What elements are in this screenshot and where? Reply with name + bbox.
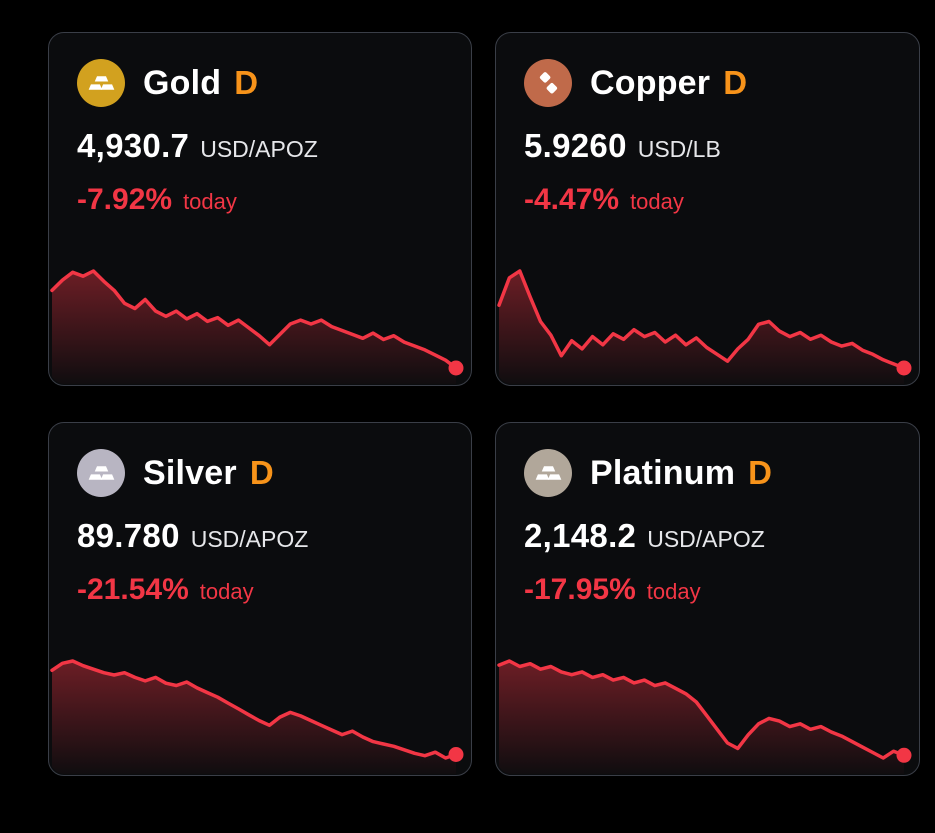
change-row: -4.47% today (496, 183, 919, 217)
timeframe-label: D (234, 64, 259, 101)
change-period: today (646, 579, 701, 604)
change-row: -17.95% today (496, 573, 919, 607)
card-header: Copper D (496, 33, 919, 107)
commodity-name: Silver (143, 453, 237, 492)
commodity-name: Platinum (590, 453, 736, 492)
card-header: Silver D (49, 423, 471, 497)
gold-bars-icon (77, 59, 125, 107)
copper-nuggets-icon (524, 59, 572, 107)
platinum-bars-icon (524, 449, 572, 497)
price-value: 2,148.2 (524, 517, 637, 554)
price-unit: USD/APOZ (647, 526, 765, 552)
price-row: 4,930.7 USD/APOZ (49, 127, 471, 165)
card-header: Gold D (49, 33, 471, 107)
change-percent: -17.95% (524, 573, 636, 606)
commodity-card-copper[interactable]: Copper D 5.9260 USD/LB -4.47% today (495, 32, 920, 386)
change-row: -7.92% today (49, 183, 471, 217)
price-row: 5.9260 USD/LB (496, 127, 919, 165)
price-unit: USD/APOZ (200, 136, 318, 162)
change-percent: -7.92% (77, 183, 173, 216)
price-value: 89.780 (77, 517, 180, 554)
price-row: 2,148.2 USD/APOZ (496, 517, 919, 555)
commodity-name: Copper (590, 63, 711, 102)
change-period: today (183, 189, 237, 214)
commodity-name: Gold (143, 63, 222, 102)
commodity-card-platinum[interactable]: Platinum D 2,148.2 USD/APOZ -17.95% toda… (495, 422, 920, 776)
change-percent: -21.54% (77, 573, 189, 606)
price-unit: USD/APOZ (190, 526, 309, 552)
commodity-card-gold[interactable]: Gold D 4,930.7 USD/APOZ -7.92% today (48, 32, 472, 386)
timeframe-label: D (249, 454, 274, 491)
price-row: 89.780 USD/APOZ (49, 517, 471, 555)
commodity-card-silver[interactable]: Silver D 89.780 USD/APOZ -21.54% today (48, 422, 472, 776)
price-value: 5.9260 (524, 127, 627, 164)
sparkline-chart (497, 652, 918, 774)
timeframe-label: D (723, 64, 748, 101)
change-row: -21.54% today (49, 573, 471, 607)
sparkline-chart (50, 262, 470, 384)
change-percent: -4.47% (524, 183, 620, 216)
change-period: today (199, 579, 254, 604)
change-period: today (630, 189, 684, 214)
timeframe-label: D (748, 454, 773, 491)
card-header: Platinum D (496, 423, 919, 497)
silver-bars-icon (77, 449, 125, 497)
price-unit: USD/LB (637, 136, 721, 162)
sparkline-chart (50, 652, 470, 774)
sparkline-chart (497, 262, 918, 384)
price-value: 4,930.7 (77, 127, 190, 164)
